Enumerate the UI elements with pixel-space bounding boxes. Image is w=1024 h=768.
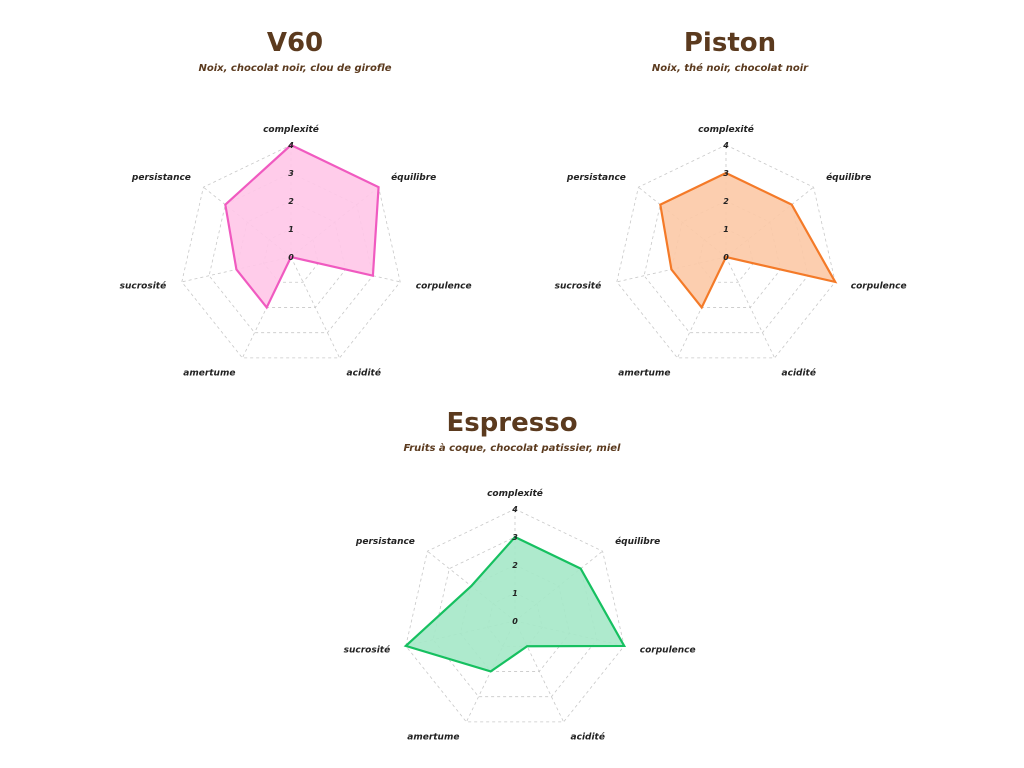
axis-label: corpulence bbox=[640, 645, 696, 655]
chart-subtitle: Fruits à coque, chocolat patissier, miel bbox=[403, 443, 621, 454]
tick-label: 0 bbox=[288, 253, 294, 262]
axis-label: persistance bbox=[131, 173, 191, 183]
data-series-area bbox=[403, 535, 627, 673]
grid-ring bbox=[263, 228, 319, 283]
tick-label: 1 bbox=[512, 589, 518, 598]
axis-label: complexité bbox=[698, 124, 754, 135]
data-series-area bbox=[224, 143, 380, 310]
axis-label: amertume bbox=[407, 732, 459, 742]
chart-subtitle: Noix, thé noir, chocolat noir bbox=[651, 63, 809, 74]
chart-title: Espresso bbox=[446, 408, 578, 438]
axis-label: sucrosité bbox=[344, 644, 391, 655]
grid-spoke bbox=[290, 256, 340, 359]
axis-label: amertume bbox=[183, 368, 235, 378]
axis-label: corpulence bbox=[416, 281, 472, 291]
tick-label: 1 bbox=[723, 225, 729, 234]
grid-ring bbox=[698, 228, 754, 283]
grid-ring bbox=[405, 508, 625, 723]
tick-label: 0 bbox=[512, 617, 518, 626]
tick-label: 4 bbox=[287, 141, 294, 150]
radar-panel-v60: V60 Noix, chocolat noir, clou de girofle bbox=[115, 28, 475, 76]
chart-title: V60 bbox=[266, 28, 324, 58]
axis-label: sucrosité bbox=[555, 280, 602, 291]
radar-panel-espresso: Espresso Fruits à coque, chocolat patiss… bbox=[332, 408, 692, 456]
axis-label: acidité bbox=[782, 367, 816, 378]
radar-panel-piston: Piston Noix, thé noir, chocolat noir bbox=[550, 28, 910, 76]
tick-label: 2 bbox=[512, 561, 518, 570]
tick-label: 2 bbox=[723, 197, 729, 206]
grid-ring bbox=[181, 144, 401, 359]
axis-label: corpulence bbox=[851, 281, 907, 291]
data-series-area bbox=[659, 171, 838, 310]
tick-label: 1 bbox=[288, 225, 294, 234]
axis-label: équilibre bbox=[826, 172, 871, 183]
chart-title: Piston bbox=[683, 28, 777, 58]
tick-label: 3 bbox=[288, 169, 294, 178]
tick-label: 3 bbox=[723, 169, 729, 178]
axis-label: amertume bbox=[618, 368, 670, 378]
axis-label: acidité bbox=[571, 731, 605, 742]
axis-label: équilibre bbox=[615, 536, 660, 547]
axis-label: persistance bbox=[355, 537, 415, 547]
axis-label: sucrosité bbox=[120, 280, 167, 291]
tick-label: 2 bbox=[288, 197, 294, 206]
grid-spoke bbox=[725, 256, 775, 359]
tick-label: 4 bbox=[722, 141, 729, 150]
axis-label: persistance bbox=[566, 173, 626, 183]
axis-label: complexité bbox=[487, 488, 543, 499]
tick-label: 3 bbox=[512, 533, 518, 542]
axis-label: acidité bbox=[347, 367, 381, 378]
tick-label: 0 bbox=[723, 253, 729, 262]
axis-label: complexité bbox=[263, 124, 319, 135]
chart-subtitle: Noix, chocolat noir, clou de girofle bbox=[198, 63, 392, 74]
tick-label: 4 bbox=[511, 505, 518, 514]
grid-ring bbox=[616, 144, 836, 359]
axis-label: équilibre bbox=[391, 172, 436, 183]
